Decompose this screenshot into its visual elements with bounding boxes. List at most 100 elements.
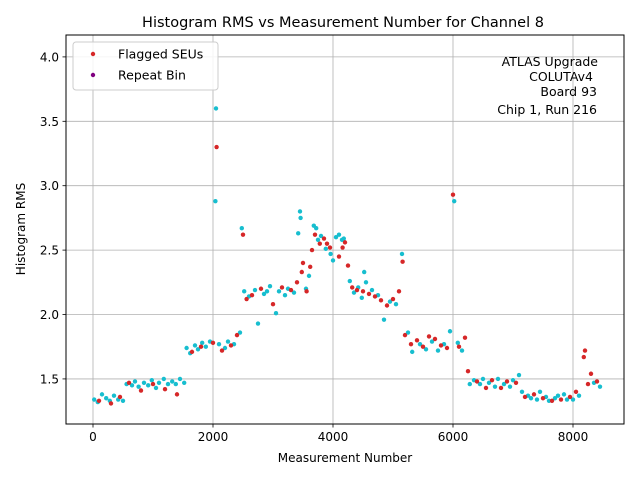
data-points <box>92 106 603 406</box>
point-main <box>255 321 261 326</box>
point-main <box>351 290 357 295</box>
point-flagged-seus <box>317 241 322 246</box>
point-main <box>146 383 151 388</box>
point-flagged-seus <box>327 245 333 250</box>
point-flagged-seus <box>96 398 102 404</box>
point-main <box>161 376 166 382</box>
point-flagged-seus <box>350 285 355 290</box>
point-main <box>369 287 375 293</box>
plot-frame <box>65 34 625 425</box>
point-main <box>519 389 525 394</box>
point-main <box>213 106 219 111</box>
point-main <box>347 278 352 284</box>
point-flagged-seus <box>360 289 366 294</box>
point-main <box>555 393 561 398</box>
point-main <box>359 295 364 300</box>
point-flagged-seus <box>498 385 504 391</box>
point-flagged-seus <box>426 334 432 339</box>
point-flagged-seus <box>594 379 600 384</box>
point-flagged-seus <box>228 343 234 348</box>
point-main <box>381 317 387 322</box>
legend-label-flagged-seus: Flagged SEUs <box>118 47 203 62</box>
point-main <box>336 232 342 237</box>
point-flagged-seus <box>336 254 342 259</box>
annotation-line-2: COLUTAv4 <box>529 69 593 84</box>
point-main <box>467 381 472 387</box>
chart-title: Histogram RMS vs Measurement Number for … <box>142 15 544 31</box>
point-main <box>239 226 244 231</box>
point-main <box>273 311 279 316</box>
point-main <box>297 209 303 214</box>
point-main <box>330 258 336 263</box>
point-flagged-seus <box>126 380 132 385</box>
x-tick-label: 2000 <box>198 430 229 444</box>
x-tick-label: 6000 <box>438 430 469 444</box>
point-main <box>570 397 576 402</box>
point-main <box>237 330 243 335</box>
point-flagged-seus <box>354 287 360 293</box>
point-flagged-seus <box>244 296 249 302</box>
point-main <box>264 289 270 294</box>
point-flagged-seus <box>219 348 225 353</box>
point-flagged-seus <box>420 344 426 349</box>
point-flagged-seus <box>489 378 495 383</box>
point-main <box>296 231 301 236</box>
point-flagged-seus <box>378 298 384 303</box>
point-flagged-seus <box>108 401 114 406</box>
annotation-line-4: Chip 1, Run 216 <box>497 102 597 117</box>
point-flagged-seus <box>504 379 510 384</box>
point-flagged-seus <box>390 296 396 302</box>
point-main <box>222 345 228 351</box>
point-flagged-seus <box>340 245 345 250</box>
point-flagged-seus <box>270 302 276 307</box>
point-main <box>362 269 367 275</box>
point-flagged-seus <box>198 344 204 349</box>
point-flagged-seus <box>438 343 444 348</box>
legend-box <box>72 41 219 91</box>
point-flagged-seus <box>174 392 180 397</box>
point-main <box>242 289 247 294</box>
point-main <box>405 330 411 335</box>
point-main <box>182 380 187 385</box>
point-main <box>200 340 205 346</box>
point-main <box>486 380 492 385</box>
point-main <box>495 376 501 382</box>
point-main <box>564 397 570 402</box>
point-flagged-seus <box>483 385 489 391</box>
point-main <box>156 380 162 385</box>
point-main <box>507 384 513 389</box>
point-main <box>252 287 258 293</box>
annotation-line-3: Board 93 <box>540 84 597 99</box>
point-flagged-seus <box>294 280 300 285</box>
point-main <box>92 397 97 402</box>
point-flagged-seus <box>522 394 528 400</box>
point-flagged-seus <box>234 332 240 338</box>
point-main <box>104 396 109 401</box>
y-tick-label: 2.0 <box>40 308 59 322</box>
point-main <box>173 381 178 387</box>
point-main <box>328 251 333 257</box>
point-flagged-seus <box>462 335 468 340</box>
point-flagged-seus <box>304 289 309 294</box>
point-main <box>225 339 231 344</box>
point-main <box>99 392 105 397</box>
point-main <box>306 273 312 279</box>
legend-label-repeat-bin: Repeat Bin <box>118 68 186 83</box>
point-main <box>129 383 135 388</box>
point-main <box>165 381 171 387</box>
point-main <box>435 348 441 353</box>
point-flagged-seus <box>588 371 594 376</box>
point-main <box>111 393 117 398</box>
point-flagged-seus <box>402 332 408 338</box>
point-flagged-seus <box>150 381 156 387</box>
point-flagged-seus <box>474 379 480 384</box>
point-flagged-seus <box>372 294 378 299</box>
point-flagged-seus <box>384 303 390 308</box>
point-main <box>341 236 346 241</box>
point-flagged-seus <box>366 291 372 297</box>
point-flagged-seus <box>400 259 405 264</box>
x-tick-label: 0 <box>89 430 97 444</box>
point-main <box>318 233 324 239</box>
point-main <box>177 376 183 382</box>
